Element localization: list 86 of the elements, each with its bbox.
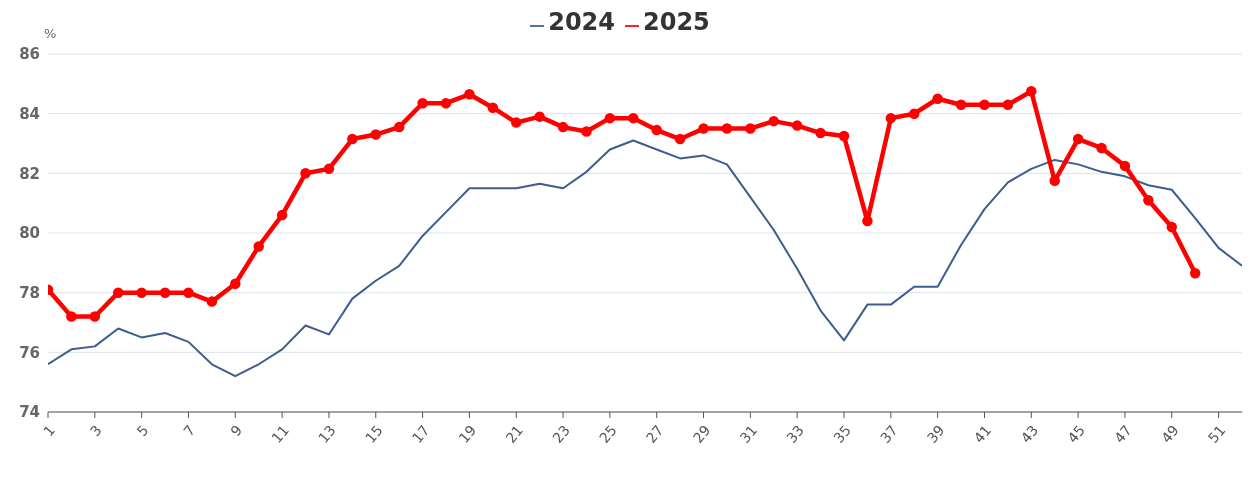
point: [1119, 160, 1131, 172]
x-tick-label: 9: [227, 422, 246, 440]
x-tick-label: 33: [783, 422, 808, 446]
point: [1072, 133, 1084, 145]
point: [791, 120, 803, 131]
point: [183, 287, 194, 298]
x-tick-label: 19: [455, 422, 480, 446]
y-tick-label: 76: [19, 343, 40, 362]
point: [815, 127, 826, 139]
point: [698, 123, 709, 134]
y-tick-label: 80: [19, 224, 40, 243]
point: [604, 112, 616, 124]
point: [1026, 86, 1037, 97]
point: [979, 99, 990, 110]
point: [745, 123, 756, 134]
point: [581, 126, 592, 137]
point: [370, 129, 382, 140]
x-tick-label: 21: [502, 422, 527, 446]
x-tick-label: 17: [408, 422, 433, 446]
x-tick-label: 3: [86, 422, 105, 440]
point: [510, 117, 522, 128]
x-tick-label: 29: [689, 422, 714, 446]
point: [276, 209, 288, 221]
point: [66, 311, 77, 322]
point: [487, 102, 499, 113]
line-series: [48, 139, 1242, 378]
point: [1143, 194, 1154, 206]
point: [534, 111, 545, 122]
x-tick-label: 45: [1064, 422, 1089, 446]
point: [323, 163, 335, 175]
x-tick-label: 27: [642, 422, 667, 446]
x-tick-label: 49: [1157, 422, 1182, 446]
x-tick-label: 37: [877, 422, 901, 446]
point: [674, 133, 686, 145]
x-tick-label: 15: [361, 422, 386, 446]
point: [862, 215, 873, 227]
x-tick-label: 1: [39, 422, 58, 440]
x-tick-label: 39: [923, 422, 948, 446]
x-tick-label: 5: [133, 422, 152, 440]
point: [1166, 221, 1178, 233]
point: [393, 121, 405, 133]
legend-label: 2025: [643, 8, 710, 36]
point: [1189, 268, 1201, 279]
point: [89, 311, 101, 322]
point: [768, 115, 780, 127]
y-axis-title: %: [44, 26, 57, 41]
y-tick-label: 84: [19, 104, 40, 123]
x-tick-label: 31: [736, 422, 761, 446]
point: [1049, 175, 1060, 187]
point: [136, 287, 147, 298]
point: [347, 133, 358, 145]
x-tick-label: 47: [1111, 422, 1135, 446]
point: [253, 241, 264, 252]
point: [932, 93, 943, 104]
point: [838, 130, 850, 142]
x-tick-label: 51: [1204, 422, 1229, 446]
x-tick-label: 13: [315, 422, 339, 446]
point: [1002, 99, 1014, 110]
point: [628, 112, 639, 124]
legend-label: 2024: [548, 8, 615, 36]
x-tick-label: 35: [830, 422, 854, 446]
point: [464, 89, 475, 100]
y-tick-label: 82: [19, 164, 40, 183]
point: [885, 112, 897, 124]
point: [557, 121, 569, 133]
x-tick-label: 11: [268, 422, 293, 446]
point: [721, 123, 733, 134]
y-tick-label: 86: [19, 45, 40, 64]
point: [651, 124, 662, 136]
y-tick-label: 78: [19, 283, 40, 302]
point: [1096, 142, 1107, 154]
x-tick-label: 43: [1017, 422, 1042, 446]
point: [300, 168, 311, 179]
x-tick-label: 41: [970, 422, 995, 446]
point: [417, 97, 428, 109]
point: [440, 97, 452, 109]
x-tick-label: 23: [549, 422, 573, 446]
x-tick-label: 25: [596, 422, 620, 446]
point: [230, 278, 241, 289]
point: [206, 296, 218, 307]
y-tick-label: 74: [19, 403, 40, 422]
point: [112, 287, 124, 298]
point: [908, 108, 920, 119]
x-tick-label: 7: [180, 422, 199, 440]
point: [159, 287, 171, 298]
point: [955, 99, 967, 110]
